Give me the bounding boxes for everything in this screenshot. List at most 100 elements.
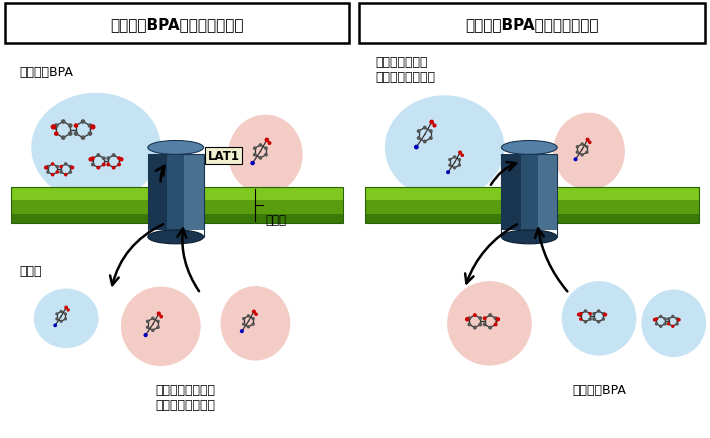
Circle shape: [433, 125, 436, 127]
Circle shape: [417, 138, 420, 140]
Circle shape: [69, 125, 72, 128]
Polygon shape: [148, 155, 204, 230]
Circle shape: [62, 120, 65, 124]
Circle shape: [598, 321, 600, 323]
Text: グルタミンなどの
細胞内のアミノ酸: グルタミンなどの 細胞内のアミノ酸: [155, 383, 216, 411]
Text: 細胞外のBPA濃度が低いとき: 細胞外のBPA濃度が低いとき: [465, 17, 599, 32]
Circle shape: [479, 324, 481, 326]
Circle shape: [664, 318, 666, 320]
Circle shape: [253, 154, 256, 156]
Polygon shape: [184, 155, 204, 230]
Circle shape: [586, 146, 588, 148]
Circle shape: [70, 166, 72, 168]
Circle shape: [598, 310, 600, 312]
Circle shape: [468, 324, 471, 326]
Text: 細胞質: 細胞質: [19, 264, 42, 277]
Circle shape: [589, 313, 591, 315]
Circle shape: [677, 319, 680, 321]
Circle shape: [676, 323, 678, 325]
Ellipse shape: [121, 287, 201, 366]
Ellipse shape: [148, 141, 204, 155]
Text: チロシンなどの
細胞外のアミノ酸: チロシンなどの 細胞外のアミノ酸: [375, 56, 435, 84]
Circle shape: [146, 321, 148, 323]
Circle shape: [447, 172, 449, 174]
Circle shape: [75, 125, 77, 128]
Circle shape: [152, 318, 154, 320]
Circle shape: [667, 318, 670, 320]
Ellipse shape: [447, 282, 532, 366]
Circle shape: [494, 317, 497, 320]
Ellipse shape: [148, 230, 204, 244]
Polygon shape: [11, 188, 343, 200]
Circle shape: [660, 316, 662, 318]
Circle shape: [60, 166, 62, 168]
Text: 細胞膜: 細胞膜: [266, 214, 286, 226]
Polygon shape: [148, 155, 168, 230]
Circle shape: [586, 152, 588, 154]
Circle shape: [577, 146, 579, 148]
Circle shape: [65, 313, 66, 315]
Circle shape: [45, 167, 48, 170]
Circle shape: [265, 154, 267, 156]
Ellipse shape: [228, 115, 302, 195]
Circle shape: [56, 166, 58, 168]
Circle shape: [655, 318, 657, 320]
Circle shape: [97, 155, 99, 157]
Circle shape: [71, 167, 74, 170]
Circle shape: [252, 318, 254, 320]
Circle shape: [146, 326, 148, 328]
Circle shape: [157, 321, 159, 323]
Circle shape: [253, 311, 255, 313]
Circle shape: [462, 155, 464, 157]
Circle shape: [152, 329, 154, 332]
Circle shape: [593, 313, 595, 315]
Circle shape: [655, 323, 657, 325]
Circle shape: [454, 167, 456, 170]
Circle shape: [158, 312, 160, 315]
Circle shape: [415, 146, 418, 149]
Circle shape: [89, 159, 92, 162]
Circle shape: [586, 139, 589, 141]
Circle shape: [423, 127, 426, 130]
Circle shape: [107, 164, 109, 166]
Circle shape: [589, 142, 591, 144]
Circle shape: [144, 334, 147, 337]
Circle shape: [266, 139, 268, 142]
Circle shape: [107, 158, 109, 160]
Circle shape: [62, 137, 65, 140]
Polygon shape: [501, 155, 557, 230]
Circle shape: [65, 307, 67, 309]
Ellipse shape: [641, 290, 706, 357]
Ellipse shape: [562, 282, 636, 356]
Circle shape: [459, 159, 460, 161]
Circle shape: [54, 325, 56, 327]
Ellipse shape: [501, 230, 557, 244]
Circle shape: [672, 316, 674, 318]
Circle shape: [55, 133, 58, 136]
Circle shape: [102, 158, 105, 160]
Circle shape: [602, 318, 604, 321]
Circle shape: [430, 121, 433, 124]
Circle shape: [253, 148, 256, 150]
Ellipse shape: [553, 113, 625, 191]
Circle shape: [157, 326, 159, 328]
Circle shape: [574, 159, 577, 161]
Circle shape: [584, 310, 586, 312]
Circle shape: [676, 318, 678, 320]
Circle shape: [251, 162, 254, 165]
Circle shape: [581, 155, 583, 156]
Circle shape: [97, 167, 99, 170]
Circle shape: [67, 309, 69, 311]
Circle shape: [70, 172, 72, 174]
Circle shape: [82, 137, 84, 140]
Circle shape: [484, 317, 486, 320]
Ellipse shape: [31, 94, 160, 203]
Circle shape: [47, 172, 49, 174]
Circle shape: [160, 316, 163, 318]
Circle shape: [247, 315, 249, 317]
Circle shape: [112, 167, 115, 170]
Circle shape: [60, 311, 62, 313]
FancyBboxPatch shape: [6, 4, 349, 44]
Polygon shape: [365, 188, 699, 200]
Circle shape: [466, 318, 469, 321]
